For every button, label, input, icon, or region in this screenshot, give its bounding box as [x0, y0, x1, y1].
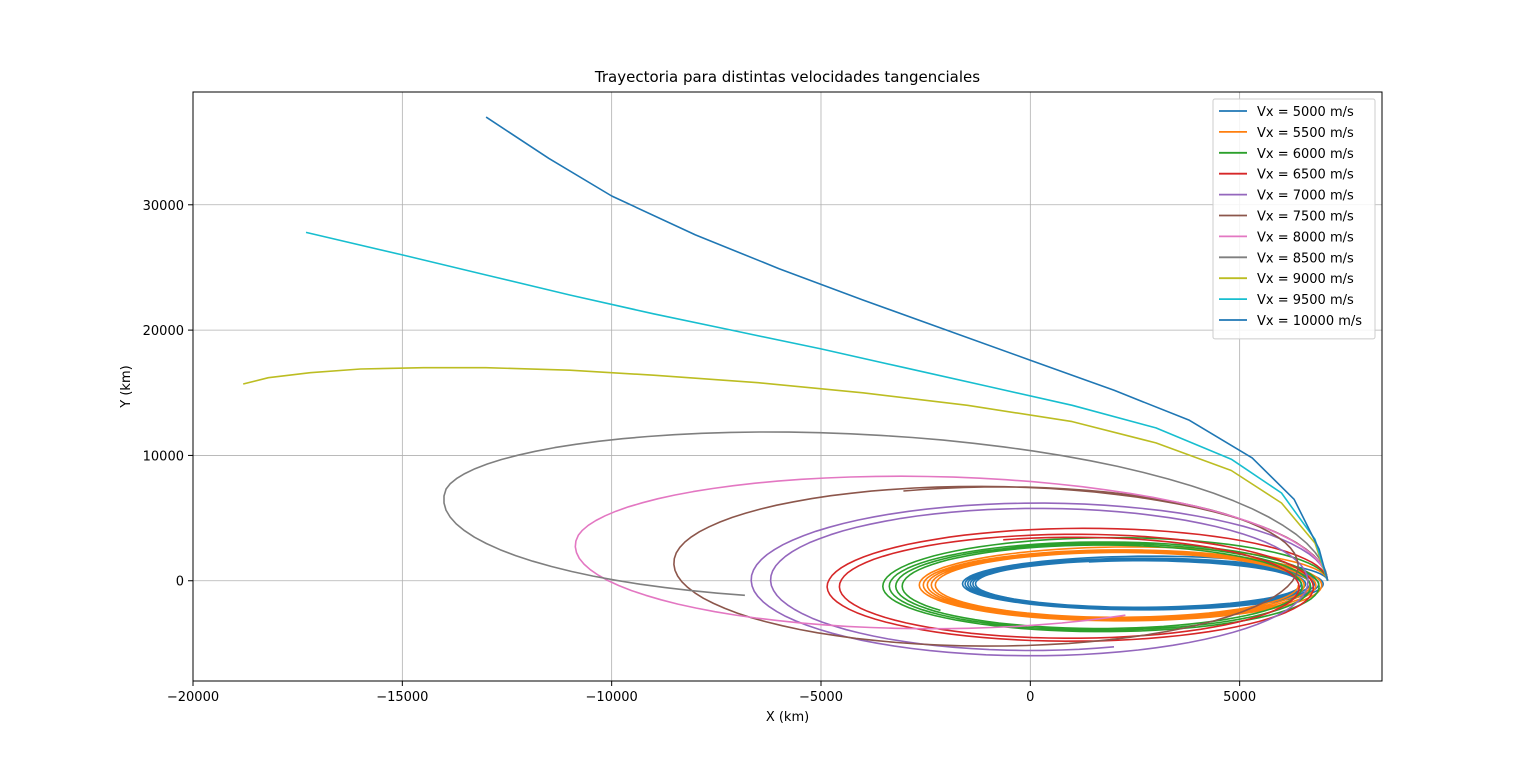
legend-label: Vx = 7500 m/s	[1257, 210, 1354, 225]
y-axis-label: Y (km)	[119, 365, 134, 408]
series-line-vx-6000-m-s	[882, 536, 1329, 633]
x-tick-label: −5000	[799, 690, 843, 705]
plot-frame	[192, 91, 1383, 682]
ticks: −20000 −15000 −10000 −5000 0 5000 0 10000 20000 3…	[143, 199, 1257, 705]
x-tick-label: −20000	[167, 690, 219, 705]
x-tick-label: 5000	[1223, 690, 1256, 705]
legend-label: Vx = 5000 m/s	[1257, 105, 1354, 120]
legend-label: Vx = 7000 m/s	[1257, 189, 1354, 204]
series-line-vx-9000-m-s	[243, 366, 1329, 581]
y-tick-label: 30000	[143, 199, 184, 214]
series-layer	[243, 116, 1329, 657]
series-line-vx-5500-m-s	[918, 546, 1329, 622]
series-line-vx-6500-m-s	[826, 527, 1329, 642]
series-line-vx-8000-m-s	[574, 475, 1329, 630]
series-line-vx-9500-m-s	[305, 231, 1329, 581]
legend-label: Vx = 6000 m/s	[1257, 147, 1354, 162]
legend-box	[1212, 98, 1376, 340]
x-tick-label: −10000	[586, 690, 638, 705]
series-line-vx-7500-m-s	[673, 485, 1329, 647]
legend-label: Vx = 9000 m/s	[1257, 272, 1354, 287]
legend: Vx = 5000 m/s Vx = 5500 m/s Vx = 6000 m/s V…	[1212, 98, 1376, 340]
series-line-vx-7000-m-s	[750, 502, 1329, 657]
y-tick-label: 20000	[143, 324, 184, 339]
y-tick-label: 10000	[143, 449, 184, 464]
legend-label: Vx = 10000 m/s	[1257, 314, 1362, 329]
legend-label: Vx = 8000 m/s	[1257, 230, 1354, 245]
series-line-vx-10000-m-s	[485, 116, 1329, 581]
legend-label: Vx = 8500 m/s	[1257, 251, 1354, 266]
grid	[192, 92, 1382, 681]
x-tick-label: −15000	[376, 690, 428, 705]
series-line-vx-8500-m-s	[443, 431, 1329, 597]
legend-label: Vx = 5500 m/s	[1257, 126, 1354, 141]
x-axis-label: X (km)	[766, 710, 809, 725]
y-tick-label: 0	[176, 575, 184, 590]
x-tick-label: 0	[1026, 690, 1034, 705]
legend-label: Vx = 9500 m/s	[1257, 293, 1354, 308]
chart-title: Trayectoria para distintas velocidades t…	[594, 68, 980, 86]
legend-label: Vx = 6500 m/s	[1257, 168, 1354, 183]
